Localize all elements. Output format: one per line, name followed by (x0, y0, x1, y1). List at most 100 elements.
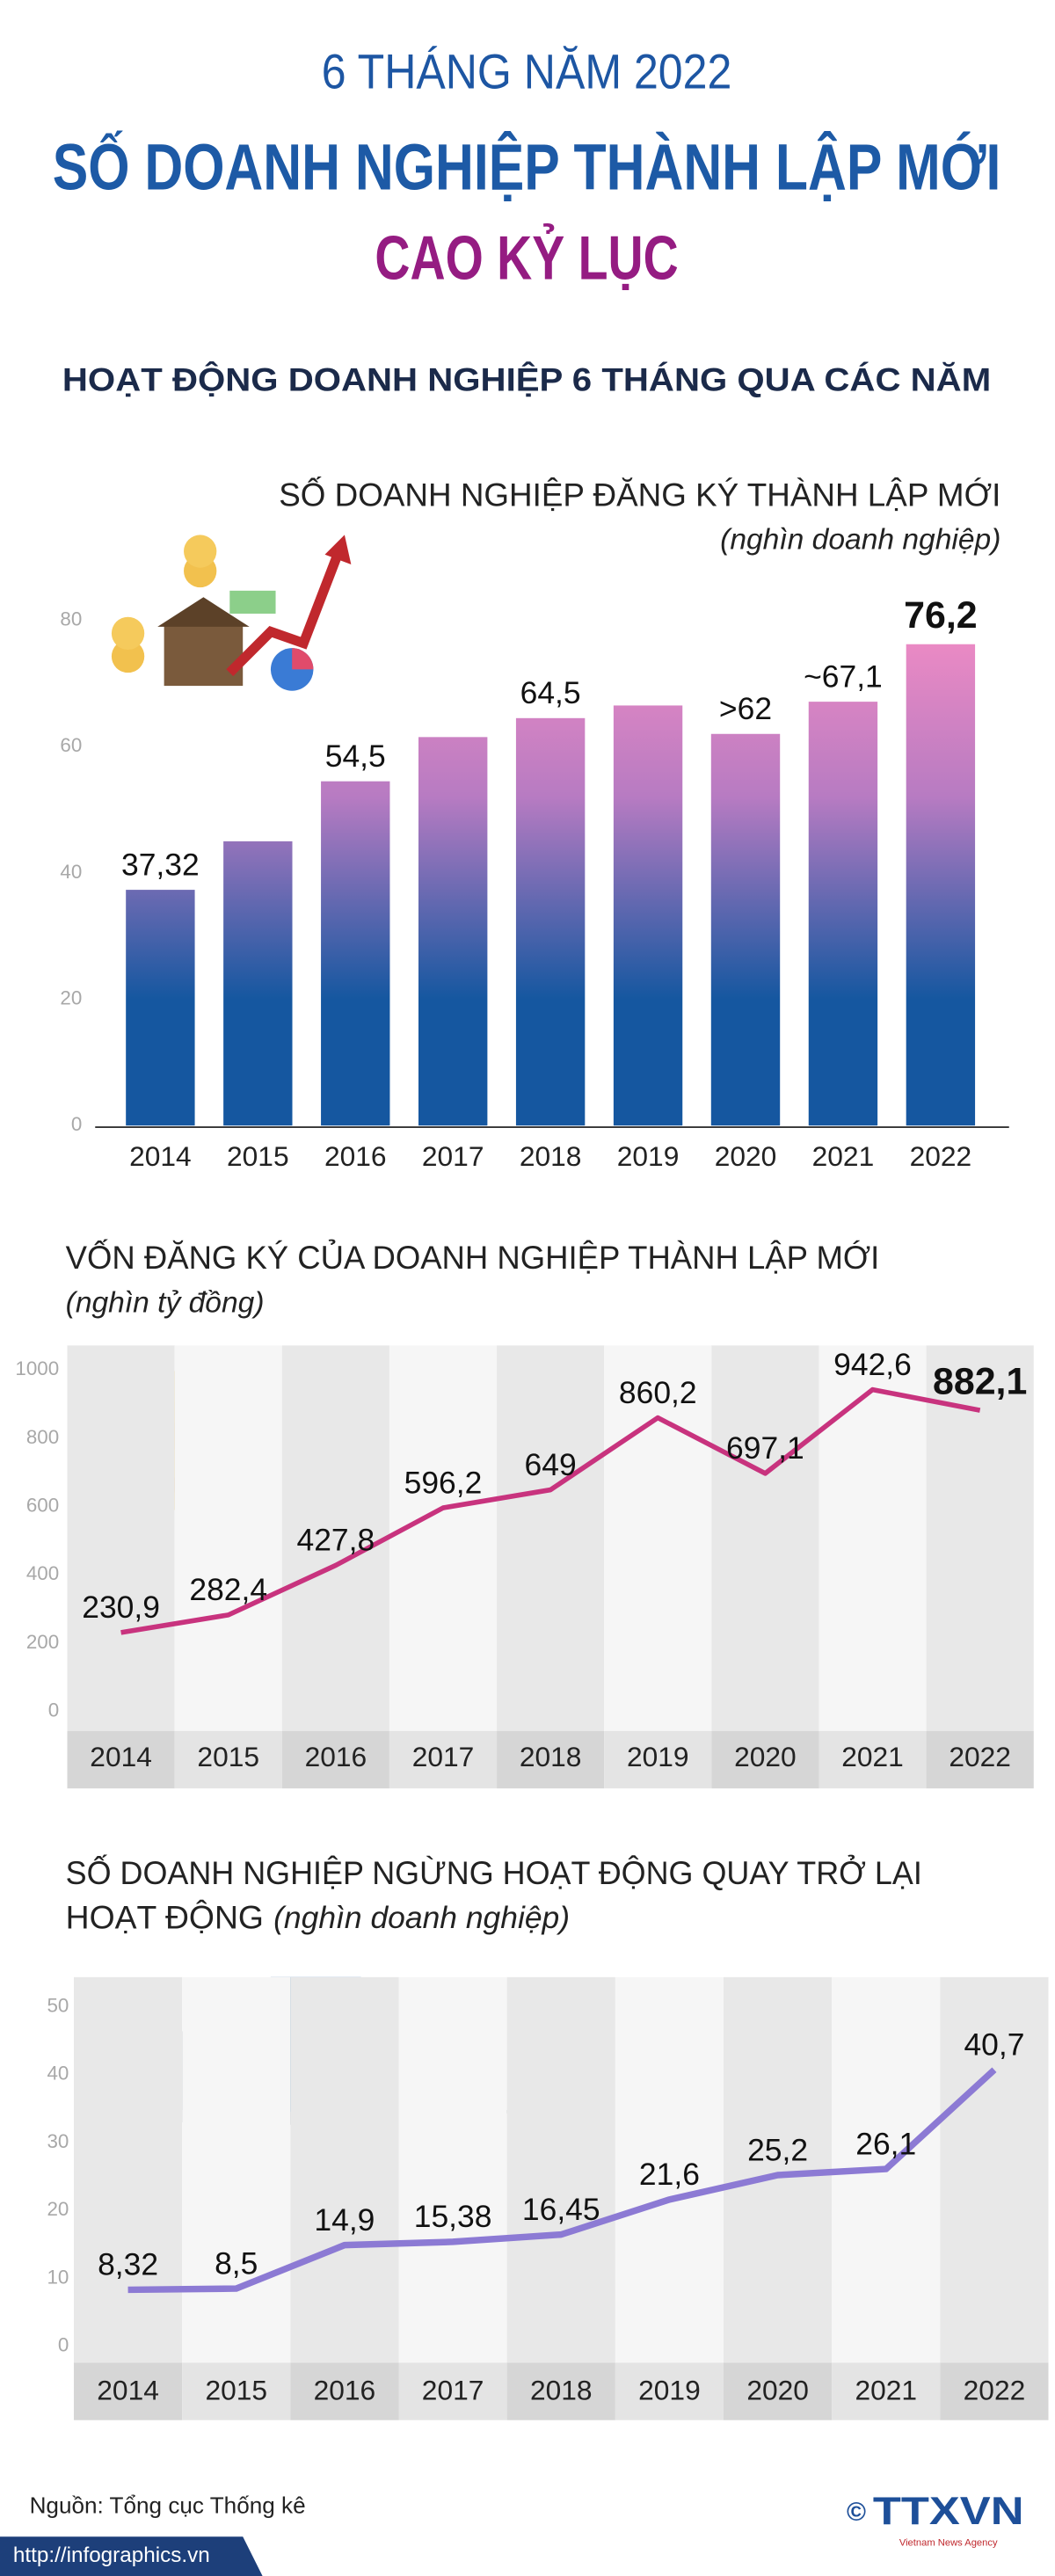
x-tick-label: 2014 (97, 2374, 159, 2405)
y-tick-label: 0 (71, 1113, 82, 1135)
category-cell (389, 1730, 498, 1789)
illustration-business (111, 535, 352, 691)
x-tick-label: 2020 (734, 1741, 797, 1772)
category-cell (724, 2362, 833, 2420)
column-band (711, 1345, 819, 1731)
x-tick-label: 2014 (129, 1140, 192, 1172)
column-band (940, 1976, 1049, 2363)
bar (808, 702, 878, 1126)
x-tick-label: 2021 (841, 1741, 904, 1772)
copyright: © (847, 2498, 866, 2527)
y-tick-label: 60 (60, 734, 82, 756)
column-band (615, 1976, 724, 2363)
column-band (281, 1345, 389, 1731)
y-tick-label: 50 (47, 1994, 69, 2016)
section-title: HOẠT ĐỘNG DOANH NGHIỆP 6 THÁNG QUA CÁC N… (62, 361, 991, 398)
data-label: 596,2 (404, 1465, 483, 1500)
chart-subtitle: (nghìn doanh nghiệp) (720, 524, 1000, 557)
bar (418, 737, 488, 1126)
data-label: 76,2 (904, 594, 978, 637)
column-band (182, 1976, 291, 2363)
y-tick-label: 20 (60, 986, 82, 1008)
category-cell (67, 1730, 175, 1789)
data-label: ~67,1 (804, 659, 883, 694)
x-tick-label: 2015 (205, 2374, 267, 2405)
bar (906, 644, 976, 1126)
data-label: 14,9 (314, 2202, 375, 2238)
category-cell (940, 2362, 1049, 2420)
y-tick-label: 30 (47, 2130, 69, 2152)
bar (515, 717, 586, 1126)
bar (223, 840, 293, 1126)
category-cell (174, 1730, 282, 1789)
data-label: 54,5 (325, 739, 386, 774)
x-tick-label: 2022 (910, 1140, 972, 1172)
x-tick-label: 2022 (949, 1741, 1011, 1772)
category-cell (290, 2362, 399, 2420)
column-band (290, 1976, 399, 2363)
data-label: 860,2 (619, 1375, 697, 1410)
x-tick-label: 2016 (314, 2374, 376, 2405)
data-label: 882,1 (933, 1361, 1027, 1403)
category-cell (506, 2362, 615, 2420)
data-label: 697,1 (726, 1430, 804, 1466)
y-tick-label: 0 (58, 2334, 69, 2356)
data-label: 26,1 (855, 2126, 916, 2161)
line (127, 2067, 997, 2294)
y-tick-label: 20 (47, 2198, 69, 2220)
x-tick-label: 2021 (812, 1140, 875, 1172)
data-label: 649 (525, 1447, 577, 1482)
y-tick-label: 80 (60, 608, 82, 629)
data-label: 942,6 (833, 1347, 912, 1382)
source: Nguồn: Tổng cục Thống kê (30, 2492, 306, 2519)
x-tick-label: 2022 (964, 2374, 1026, 2405)
y-tick-label: 1000 (15, 1357, 59, 1379)
x-tick-label: 2018 (530, 2374, 593, 2405)
y-tick-label: 800 (26, 1426, 59, 1448)
logo-sub: Vietnam News Agency (899, 2538, 998, 2549)
x-tick-label: 2019 (638, 2374, 701, 2405)
x-tick-label: 2019 (627, 1741, 689, 1772)
category-cell (832, 2362, 941, 2420)
category-cell (926, 1730, 1034, 1789)
bar (321, 781, 390, 1126)
column-band (506, 1976, 615, 2363)
x-tick-label: 2015 (227, 1140, 289, 1172)
y-tick-label: 40 (60, 861, 82, 883)
data-label: 40,7 (964, 2027, 1024, 2062)
x-tick-label: 2018 (520, 1140, 582, 1172)
y-tick-label: 200 (26, 1631, 59, 1653)
category-cell (604, 1730, 712, 1789)
x-tick-label: 2014 (90, 1741, 152, 1772)
column-band (398, 1976, 507, 2363)
url: http://infographics.vn (13, 2543, 210, 2567)
column-band (497, 1345, 605, 1731)
data-label: 427,8 (297, 1523, 375, 1558)
column-band (604, 1345, 712, 1731)
x-tick-label: 2017 (422, 1140, 484, 1172)
x-tick-label: 2019 (617, 1140, 680, 1172)
chart-subtitle: (nghìn tỷ đồng) (66, 1287, 265, 1320)
column-band (73, 1976, 183, 2363)
data-label: >62 (719, 691, 772, 726)
category-cell (615, 2362, 724, 2420)
category-cell (281, 1730, 389, 1789)
kicker: 6 THÁNG NĂM 2022 (322, 44, 732, 99)
main-title: SỐ DOANH NGHIỆP THÀNH LẬP MỚI (53, 130, 1001, 204)
bar (613, 705, 683, 1126)
category-cell (819, 1730, 927, 1789)
data-label: 25,2 (747, 2132, 808, 2167)
x-tick-label: 2016 (305, 1741, 367, 1772)
data-label: 282,4 (189, 1572, 267, 1607)
x-tick-label: 2016 (324, 1140, 387, 1172)
category-cell (398, 2362, 507, 2420)
data-label: 16,45 (522, 2192, 600, 2227)
chart-title: VỐN ĐĂNG KÝ CỦA DOANH NGHIỆP THÀNH LẬP M… (66, 1239, 880, 1276)
chart-subtitle: (nghìn doanh nghiệp) (273, 1900, 570, 1935)
x-tick-label: 2017 (422, 2374, 484, 2405)
chart-title: SỐ DOANH NGHIỆP ĐĂNG KÝ THÀNH LẬP MỚI (279, 476, 1000, 513)
url-bar (0, 2536, 263, 2576)
column-band (174, 1345, 282, 1731)
category-cell (182, 2362, 291, 2420)
